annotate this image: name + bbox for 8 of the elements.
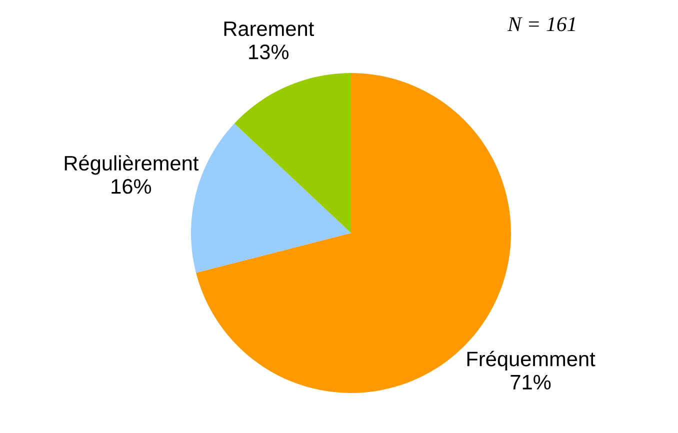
- slice-label: Rarement: [224, 22, 314, 36]
- slice-label: Régulièrement: [64, 155, 199, 175]
- pie-slice: [234, 73, 351, 233]
- text: N = 161: [507, 17, 575, 32]
- data-label: 13%: [249, 44, 288, 60]
- data-label: 16%: [112, 179, 152, 194]
- data-label: 71%: [510, 374, 551, 390]
- slice-label: Fréquemment: [467, 350, 596, 370]
